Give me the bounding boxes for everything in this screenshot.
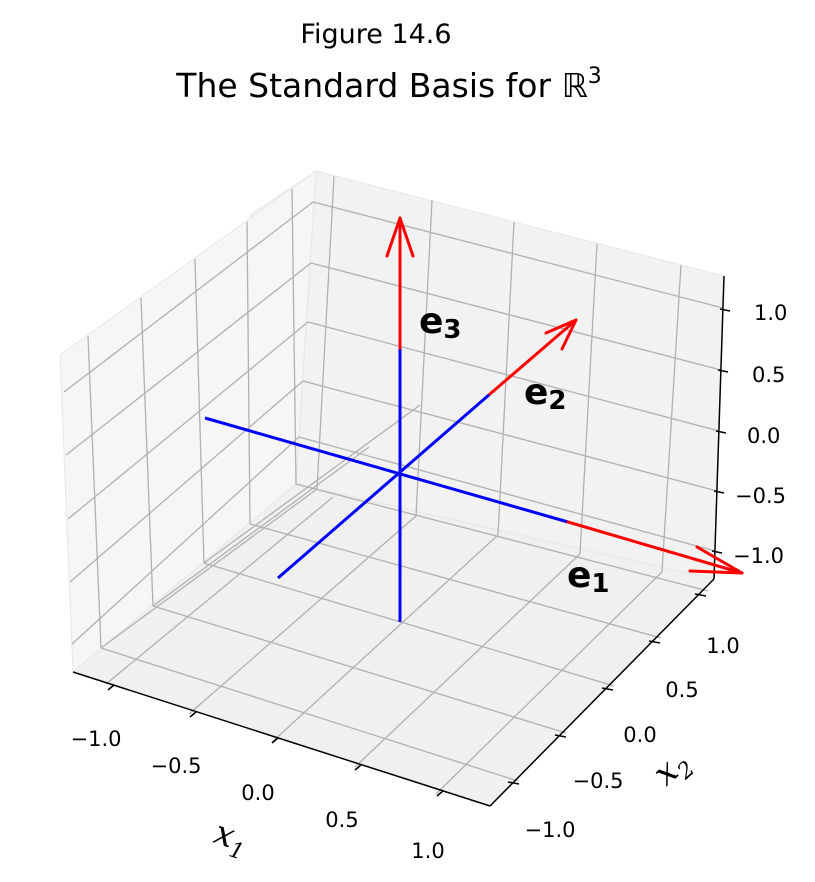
figure-number: Figure 14.6: [300, 19, 451, 50]
x1-tick-label: 0.5: [325, 808, 358, 832]
x2-tick-label: −1.0: [525, 818, 576, 842]
floor-grid-line: [105, 496, 334, 685]
z-tick-mark: [715, 430, 727, 434]
floor-grid-line: [100, 647, 519, 782]
e2-label: e2: [524, 372, 567, 416]
e2-arrowhead: [544, 318, 578, 351]
coordinate-axes: [204, 348, 569, 622]
x1-tick-label: 1.0: [411, 839, 444, 863]
e3-vector: [385, 216, 415, 350]
floor-grid-line: [152, 605, 567, 734]
x1-tick-mark: [436, 790, 444, 797]
e3-label: e3: [419, 301, 462, 345]
z-tick-mark: [717, 369, 729, 373]
z-tick-label: −0.5: [735, 484, 786, 508]
floor-grid-line: [100, 488, 318, 649]
floor-grid-line: [435, 571, 663, 795]
x2-axis-spine: [489, 578, 715, 807]
x2-tick-label: −0.5: [573, 769, 624, 793]
wall-grid-line: [246, 221, 251, 525]
wall-grid-line: [310, 262, 722, 371]
wall-grid-line: [415, 199, 433, 517]
z-tick-mark: [719, 308, 731, 312]
z-tick-mark: [711, 550, 723, 554]
wall-grid-line: [67, 321, 309, 520]
wall-grid-line: [298, 436, 716, 552]
wall-grid-line: [63, 201, 314, 393]
x2-axis-line: [277, 392, 491, 580]
x2-tick-mark: [554, 734, 567, 738]
e1-vector: [566, 520, 744, 575]
z-tick-label: 1.0: [754, 301, 787, 325]
x1-axis-spine: [72, 671, 491, 807]
axis-spines: [72, 275, 725, 807]
floor-grid-line: [354, 553, 581, 768]
wall-grid-line: [65, 262, 312, 456]
floor-grid-line: [203, 562, 615, 687]
z-tick-label: −1.0: [733, 544, 784, 568]
x1-tick-label: −0.5: [151, 754, 202, 778]
x2-axis-label: x2: [645, 742, 700, 798]
e1-label: e1: [567, 555, 610, 599]
wall-grid-line: [579, 243, 598, 555]
x1-axis-line: [204, 416, 569, 524]
z-tick-label: 0.5: [752, 363, 785, 387]
z-tick-mark: [713, 490, 725, 494]
floor-grid-line: [203, 404, 421, 564]
tick-marks: [107, 308, 731, 797]
e1-vector-shaft: [566, 520, 744, 575]
wall-grid-line: [71, 436, 300, 645]
wall-grid-line: [87, 335, 102, 649]
x2-tick-mark: [648, 640, 661, 644]
wall-grid-line: [291, 188, 297, 485]
wall-grid-line: [69, 380, 304, 583]
wall-grid-line: [307, 321, 720, 432]
blackboard-r-symbol: ℝ: [562, 66, 588, 105]
x2-tick-mark: [601, 687, 614, 691]
x2-tick-mark: [694, 593, 707, 597]
e3-arrowhead: [385, 216, 415, 258]
x2-tick-label: 0.5: [665, 678, 698, 702]
floor-grid-line: [271, 534, 499, 743]
basis-vectors: [385, 216, 744, 575]
wall-grid-line: [312, 201, 724, 309]
x1-tick-label: −1.0: [71, 727, 122, 751]
z-tick-label: 0.0: [747, 424, 780, 448]
wall-grid-line: [302, 380, 718, 492]
x1-tick-label: 0.0: [241, 781, 274, 805]
x1-tick-mark: [271, 737, 279, 744]
x2-tick-mark: [507, 781, 520, 785]
axes-panes: [59, 169, 725, 807]
e1-arrowhead: [688, 545, 744, 575]
x1-tick-mark: [354, 764, 362, 771]
z-axis-spine: [713, 275, 725, 580]
x2-tick-label: 0.0: [623, 723, 656, 747]
grid-lines: [63, 175, 724, 795]
e2-vector-shaft: [488, 318, 578, 396]
floor-grid-line: [188, 515, 417, 715]
x1-tick-mark: [189, 711, 197, 718]
wall-grid-line: [140, 297, 154, 607]
x1-tick-mark: [107, 684, 115, 691]
x1-axis-label: x1: [208, 813, 253, 866]
wall-grid-line: [316, 175, 335, 490]
figure-title: The Standard Basis for ℝ3: [175, 64, 601, 105]
x2-tick-label: 1.0: [706, 634, 739, 658]
e2-vector: [488, 318, 578, 396]
tick-labels: −1.0 −0.5 0.0 0.5 1.0 −1.0 −0.5 0.0 0.5 …: [71, 301, 788, 863]
